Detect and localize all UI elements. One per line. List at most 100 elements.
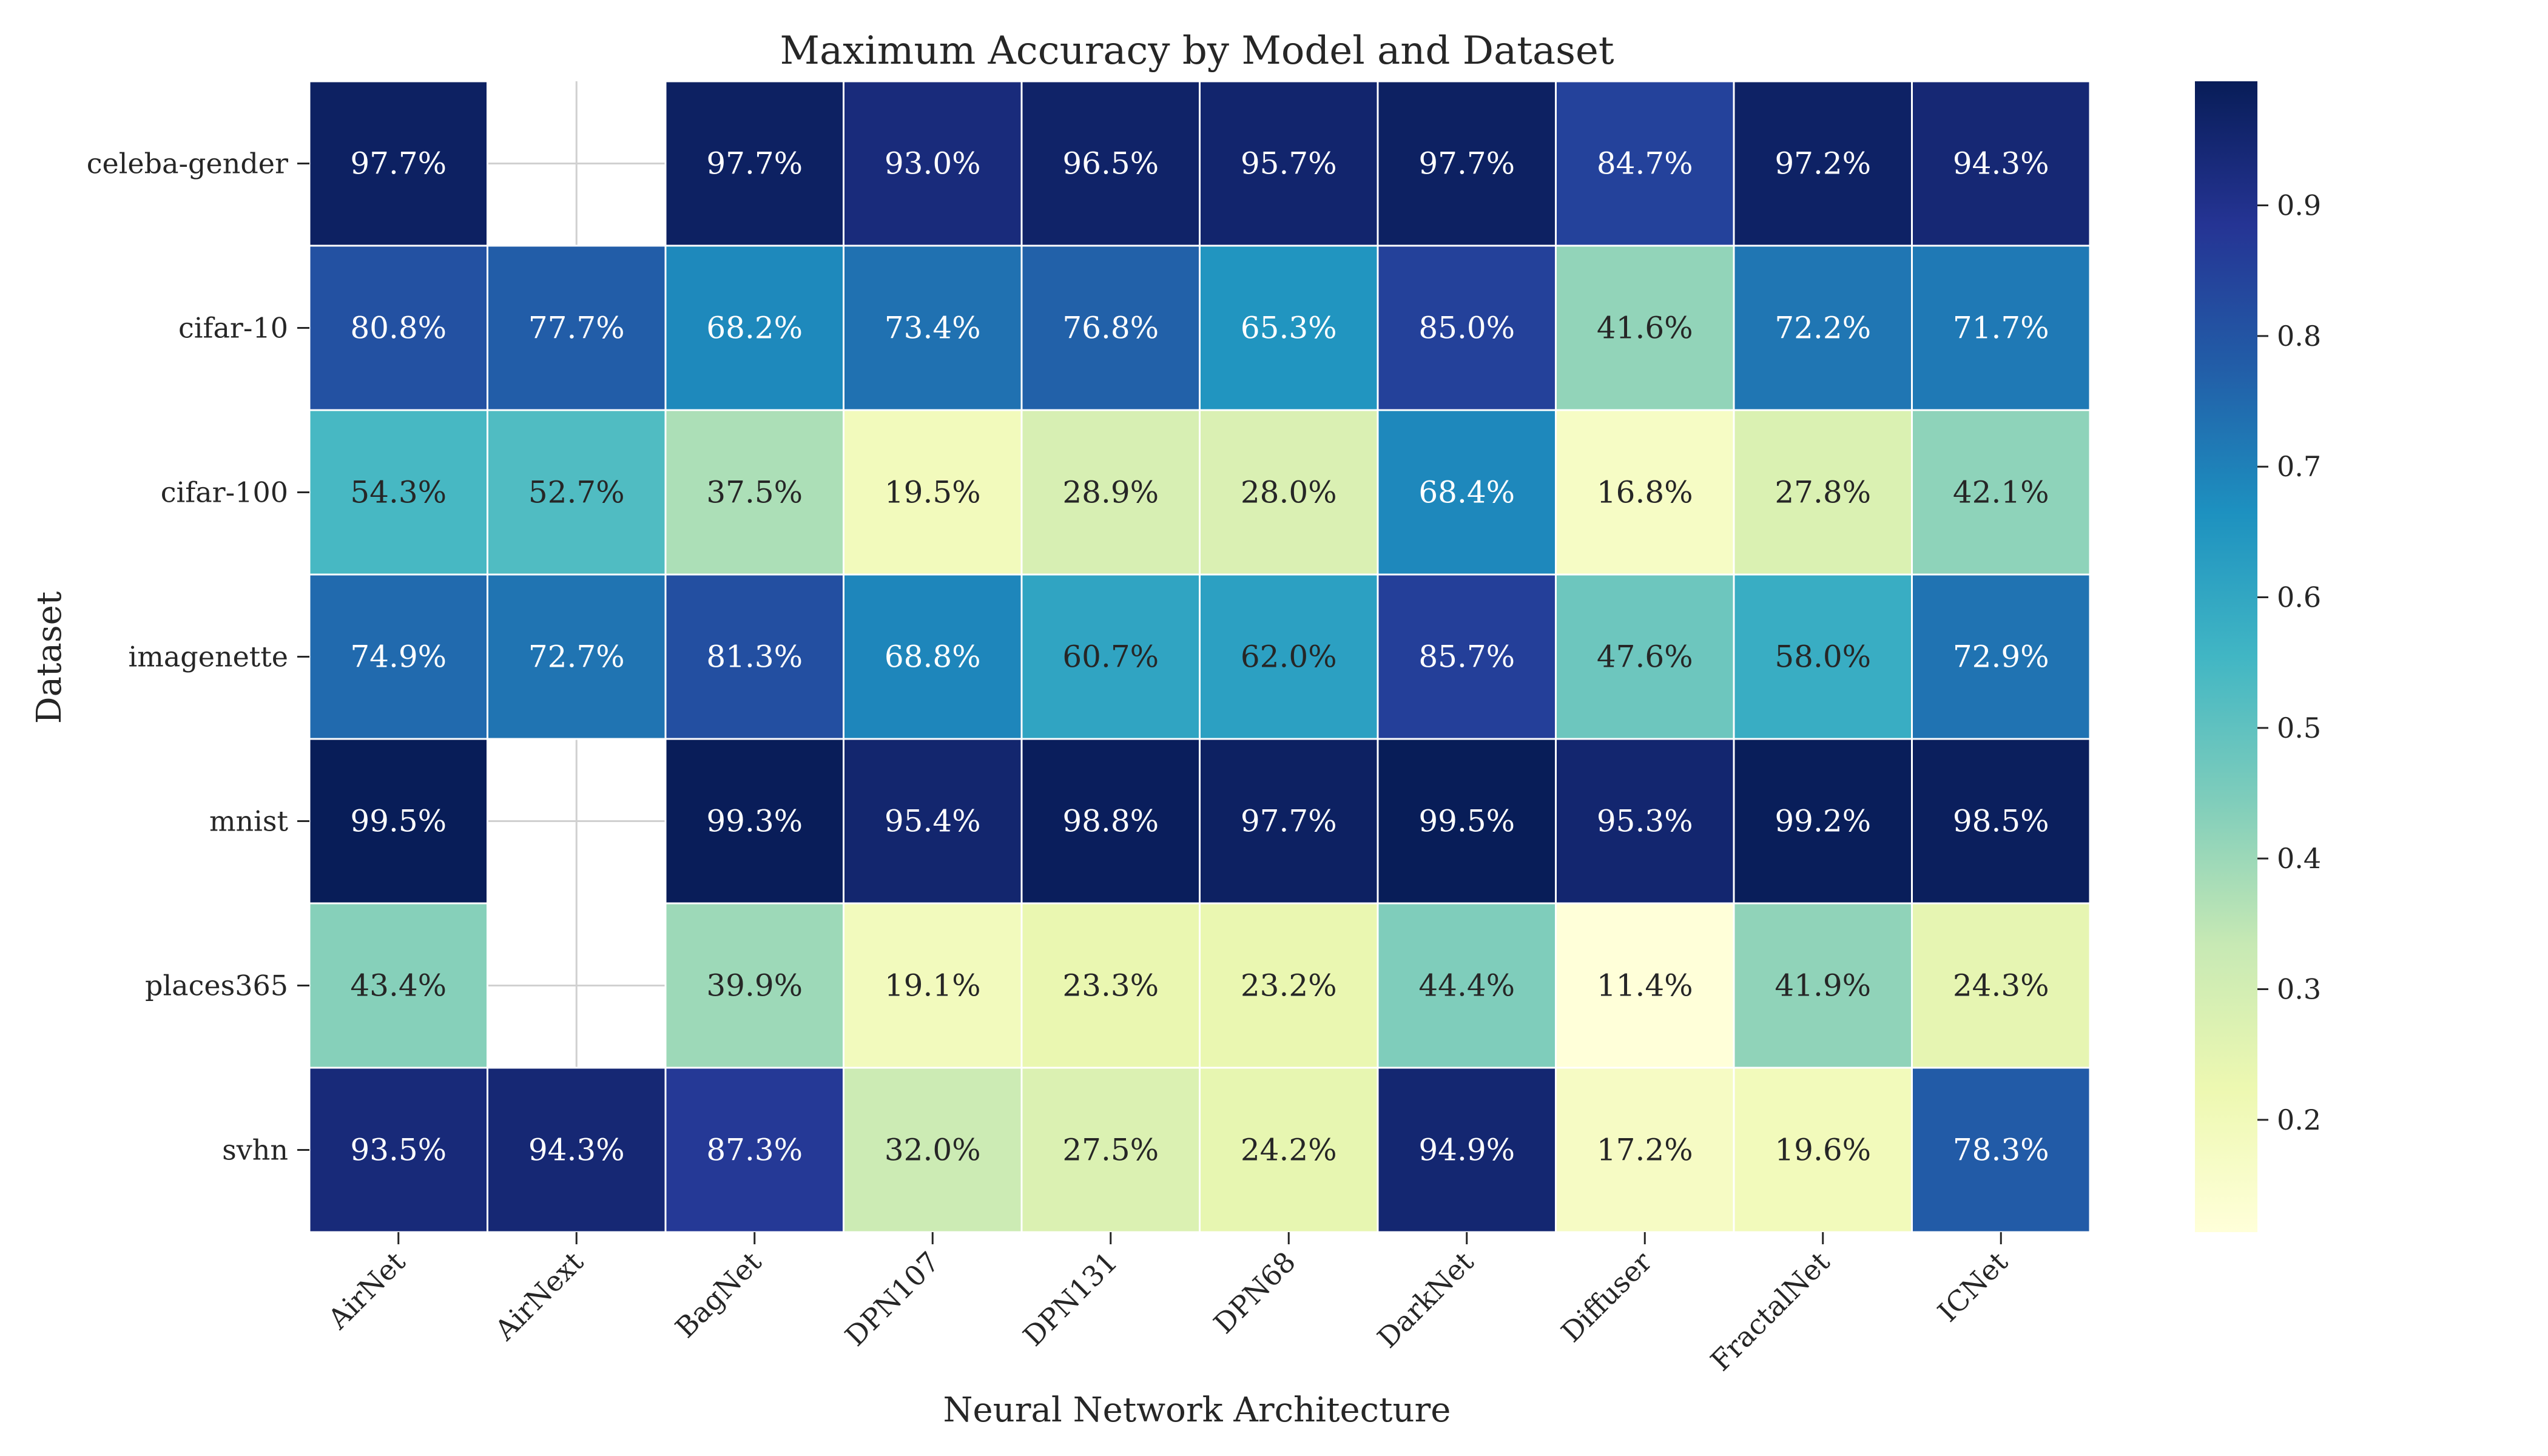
- cell-value-label: 19.5%: [885, 475, 981, 510]
- cell-value-label: 27.8%: [1774, 475, 1871, 510]
- cell-value-label: 99.5%: [1418, 804, 1515, 839]
- x-tick-label: Diffuser: [1555, 1245, 1658, 1349]
- cell-value-label: 52.7%: [528, 475, 625, 510]
- cell-value-label: 85.0%: [1418, 311, 1515, 346]
- heatmap-cell: [843, 573, 1023, 740]
- colorbar-tick-label: 0.8: [2277, 320, 2321, 352]
- cell-value-label: 99.3%: [706, 804, 803, 839]
- heatmap-cell: [664, 902, 844, 1069]
- cell-value-label: 27.5%: [1062, 1133, 1159, 1168]
- cell-value-label: 74.9%: [350, 639, 447, 675]
- heatmap-cell: [1733, 902, 1913, 1069]
- heatmap-cell: [1377, 1067, 1557, 1233]
- cell-value-label: 78.3%: [1953, 1133, 2049, 1168]
- heatmap-cell: [1555, 409, 1735, 576]
- y-tick-label: mnist: [209, 805, 289, 838]
- cell-value-label: 98.8%: [1062, 804, 1159, 839]
- cell-value-label: 77.7%: [528, 311, 625, 346]
- cell-value-label: 54.3%: [350, 475, 447, 510]
- heatmap-cell: [1377, 902, 1557, 1069]
- colorbar-tick-label: 0.3: [2277, 972, 2321, 1005]
- cell-value-label: 95.3%: [1597, 804, 1693, 839]
- cell-value-label: 73.4%: [885, 311, 981, 346]
- heatmap-cell: [1733, 1067, 1913, 1233]
- heatmap-cell: [1020, 1067, 1201, 1233]
- cell-value-label: 19.1%: [885, 968, 981, 1003]
- heatmap-cell: [1199, 902, 1379, 1069]
- x-tick-label: DPN131: [1017, 1245, 1124, 1353]
- cell-value-label: 95.4%: [885, 804, 981, 839]
- heatmap-cell: [1555, 1067, 1735, 1233]
- cell-labels-layer: 97.7% 97.7% 93.0% 96.5% 95.7% 97.7% 84.7% 97.2%…: [350, 146, 2049, 1168]
- cell-value-label: 17.2%: [1597, 1133, 1693, 1168]
- cell-value-label: 42.1%: [1953, 475, 2049, 510]
- y-axis-ticks: celeba-gender cifar-10 cifar-100 imagenette…: [87, 147, 309, 1167]
- colorbar-tick-label: 0.9: [2277, 189, 2321, 222]
- heatmap-cell: [1911, 80, 2091, 247]
- cell-value-label: 85.7%: [1418, 639, 1515, 675]
- cell-value-label: 72.2%: [1774, 311, 1871, 346]
- heatmap-cell: [1911, 1067, 2091, 1233]
- heatmap-cell: [1733, 738, 1913, 905]
- heatmap-cell: [1911, 902, 2091, 1069]
- cell-value-label: 72.9%: [1953, 639, 2049, 675]
- heatmap-cell: [1020, 409, 1201, 576]
- cell-value-label: 97.2%: [1774, 146, 1871, 181]
- cell-value-label: 16.8%: [1597, 475, 1693, 510]
- heatmap-cell: [1733, 244, 1913, 411]
- cell-value-label: 95.7%: [1241, 146, 1337, 181]
- cell-value-label: 80.8%: [350, 311, 447, 346]
- cell-value-label: 93.0%: [885, 146, 981, 181]
- cell-value-label: 24.2%: [1241, 1133, 1337, 1168]
- missing-cells-layer: [487, 81, 666, 1068]
- cell-value-label: 99.5%: [350, 804, 447, 839]
- cell-value-label: 44.4%: [1418, 968, 1515, 1003]
- heatmap-cells-layer: [308, 80, 2091, 1233]
- heatmap-cell: [1199, 573, 1379, 740]
- x-axis-ticks: AirNet AirNext BagNet DPN107 DPN131 DPN68 Dark…: [321, 1232, 2014, 1377]
- heatmap-cell: [1911, 244, 2091, 411]
- cell-value-label: 11.4%: [1597, 968, 1693, 1003]
- x-tick-label: AirNext: [488, 1245, 590, 1347]
- cell-value-label: 93.5%: [350, 1133, 447, 1168]
- cell-value-label: 97.7%: [1241, 804, 1337, 839]
- cell-value-label: 62.0%: [1241, 639, 1337, 675]
- cell-value-label: 28.9%: [1062, 475, 1159, 510]
- cell-value-label: 47.6%: [1597, 639, 1693, 675]
- heatmap-cell: [308, 1067, 488, 1233]
- cell-value-label: 71.7%: [1953, 311, 2049, 346]
- heatmap-cell: [1020, 738, 1201, 905]
- x-tick-label: DPN107: [838, 1245, 946, 1353]
- cell-value-label: 41.9%: [1774, 968, 1871, 1003]
- cell-value-label: 97.7%: [350, 146, 447, 181]
- x-tick-label: ICNet: [1931, 1245, 2014, 1328]
- cell-value-label: 97.7%: [706, 146, 803, 181]
- heatmap-cell: [1377, 738, 1557, 905]
- cell-value-label: 58.0%: [1774, 639, 1871, 675]
- cell-value-label: 94.3%: [1953, 146, 2049, 181]
- colorbar-tick-label: 0.2: [2277, 1104, 2321, 1136]
- y-tick-label: cifar-10: [178, 312, 288, 345]
- colorbar-tick-label: 0.7: [2277, 450, 2321, 483]
- heatmap-cell: [843, 244, 1023, 411]
- heatmap-cell: [1555, 573, 1735, 740]
- chart-title: Maximum Accuracy by Model and Dataset: [780, 29, 1614, 73]
- heatmap-cell: [1020, 80, 1201, 247]
- x-tick-label: FractalNet: [1704, 1245, 1836, 1377]
- heatmap-cell: [1911, 573, 2091, 740]
- heatmap-cell: [308, 738, 488, 905]
- cell-value-label: 76.8%: [1062, 311, 1159, 346]
- x-tick-label: DarkNet: [1371, 1245, 1480, 1354]
- heatmap-cell: [843, 409, 1023, 576]
- y-tick-label: celeba-gender: [87, 147, 288, 180]
- colorbar: [2195, 81, 2257, 1232]
- colorbar-ticks: 0.2 0.3 0.4 0.5 0.6 0.7 0.8 0.9: [2257, 189, 2321, 1136]
- heatmap-cell: [843, 902, 1023, 1069]
- heatmap-cell: [1377, 80, 1557, 247]
- heatmap-cell: [1911, 738, 2091, 905]
- cell-value-label: 32.0%: [885, 1133, 981, 1168]
- cell-value-label: 65.3%: [1241, 311, 1337, 346]
- heatmap-cell: [1733, 409, 1913, 576]
- cell-value-label: 68.4%: [1418, 475, 1515, 510]
- cell-value-label: 72.7%: [528, 639, 625, 675]
